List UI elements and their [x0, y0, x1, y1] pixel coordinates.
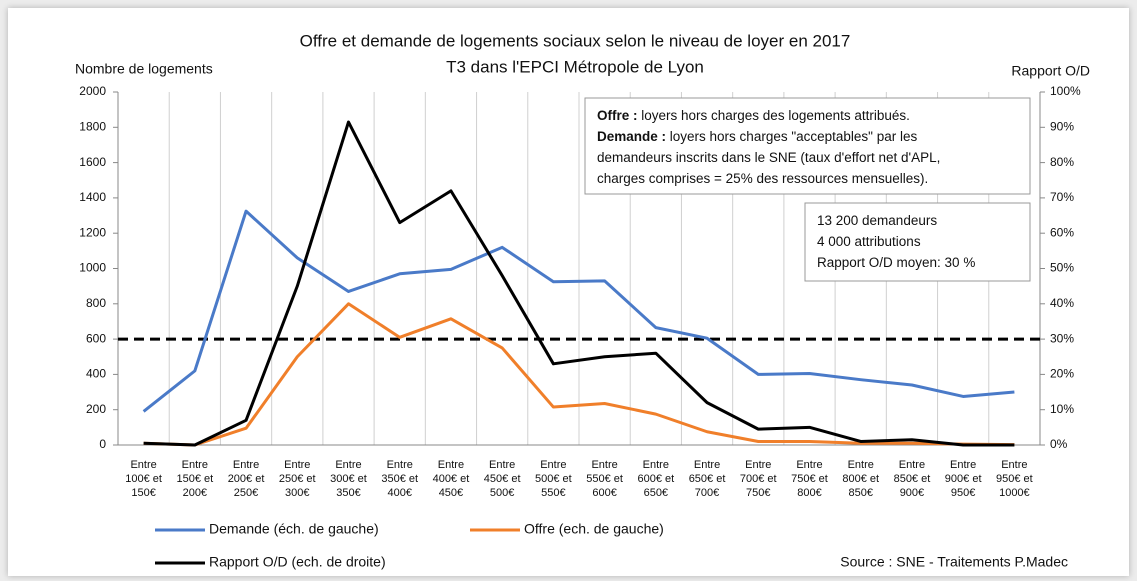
- y-tick-label: 1200: [79, 225, 106, 239]
- x-tick-label: Entre 350€ et 400€: [381, 459, 419, 499]
- annotation-bold: Offre :: [597, 108, 638, 123]
- annotation-text: loyers hors charges "acceptables" par le…: [666, 129, 917, 144]
- y-tick-label: 600: [86, 331, 106, 345]
- annotation-line: Offre : loyers hors charges des logement…: [597, 108, 910, 123]
- y2-tick-label: 0%: [1050, 437, 1068, 451]
- x-tick-label: Entre 750€ et 800€: [791, 459, 828, 499]
- x-tick-label: Entre 600€ et 650€: [637, 459, 675, 499]
- chart-subtitle: T3 dans l'EPCI Métropole de Lyon: [446, 57, 704, 76]
- source: Source : SNE - Traitements P.Madec: [840, 554, 1068, 570]
- x-tick-label: Entre 200€ et 250€: [227, 459, 265, 499]
- x-tick-label: Entre 900€ et 950€: [944, 459, 982, 499]
- annotation-box: [584, 97, 1031, 195]
- y-tick-label: 1000: [79, 261, 106, 275]
- annotation-line: Rapport O/D moyen: 30 %: [817, 255, 975, 270]
- y2-tick-label: 60%: [1050, 225, 1074, 239]
- annotation-text: loyers hors charges des logements attrib…: [638, 108, 910, 123]
- annotation-line: demandeurs inscrits dans le SNE (taux d'…: [597, 150, 940, 165]
- x-tick-label: Entre 100€ et 150€: [125, 459, 162, 499]
- y-tick-label: 1800: [79, 119, 106, 133]
- legend-label: Demande (éch. de gauche): [209, 521, 379, 537]
- x-tick-label: Entre 550€ et 600€: [586, 459, 623, 499]
- x-tick-label: Entre 150€ et 200€: [176, 459, 214, 499]
- y-tick-label: 1600: [79, 155, 106, 169]
- series-line: [142, 209, 1015, 413]
- x-tick-label: Entre 500€ et 550€: [535, 459, 572, 499]
- series-line: [143, 302, 1015, 447]
- series-line: [143, 120, 1015, 447]
- annotation-text: Rapport O/D moyen: 30 %: [817, 255, 975, 270]
- annotation-line: 13 200 demandeurs: [817, 213, 937, 228]
- annotation-text: 4 000 attributions: [817, 234, 921, 249]
- x-tick-label: Entre 950€ et 1000€: [996, 459, 1033, 499]
- x-tick-label: Entre 400€ et 450€: [432, 459, 470, 499]
- y2-tick-label: 70%: [1050, 190, 1074, 204]
- legend-label: Offre (ech. de gauche): [524, 521, 664, 537]
- chart-title: Offre et demande de logements sociaux se…: [300, 31, 851, 50]
- y2-tick-label: 50%: [1050, 261, 1074, 275]
- annotation-line: Demande : loyers hors charges "acceptabl…: [597, 129, 917, 144]
- annotation-line: charges comprises = 25% des ressources m…: [597, 171, 928, 186]
- y2-tick-label: 20%: [1050, 367, 1074, 381]
- annotation-text: demandeurs inscrits dans le SNE (taux d'…: [597, 150, 940, 165]
- annotation-line: 4 000 attributions: [817, 234, 921, 249]
- y-tick-label: 2000: [79, 84, 106, 98]
- y2-tick-label: 90%: [1050, 119, 1074, 133]
- annotation-box: [804, 202, 1031, 282]
- annotation-text: charges comprises = 25% des ressources m…: [597, 171, 928, 186]
- x-tick-label: Entre 250€ et 300€: [278, 459, 316, 499]
- x-tick-label: Entre 700€ et 750€: [739, 459, 777, 499]
- y-tick-label: 1400: [79, 190, 106, 204]
- y2-tick-label: 30%: [1050, 331, 1074, 345]
- x-tick-label: Entre 300€ et 350€: [330, 459, 367, 499]
- y-axis-title: Nombre de logements: [75, 61, 213, 77]
- annotation-bold: Demande :: [597, 129, 666, 144]
- y2-tick-label: 40%: [1050, 296, 1074, 310]
- y-tick-label: 200: [86, 402, 106, 416]
- y2-tick-label: 80%: [1050, 155, 1074, 169]
- x-tick-label: Entre 650€ et 700€: [688, 459, 726, 499]
- x-tick-label: Entre 850€ et 900€: [893, 459, 931, 499]
- x-tick-label: Entre 450€ et 500€: [483, 459, 521, 499]
- y-tick-label: 400: [86, 367, 106, 381]
- legend-label: Rapport O/D (ech. de droite): [209, 554, 386, 570]
- y-tick-label: 0: [99, 437, 106, 451]
- annotation-text: 13 200 demandeurs: [817, 213, 937, 228]
- y2-tick-label: 10%: [1050, 402, 1074, 416]
- y-tick-label: 800: [86, 296, 106, 310]
- x-tick-label: Entre 800€ et 850€: [842, 459, 880, 499]
- y2-axis-title: Rapport O/D: [1011, 63, 1090, 79]
- y2-tick-label: 100%: [1050, 84, 1081, 98]
